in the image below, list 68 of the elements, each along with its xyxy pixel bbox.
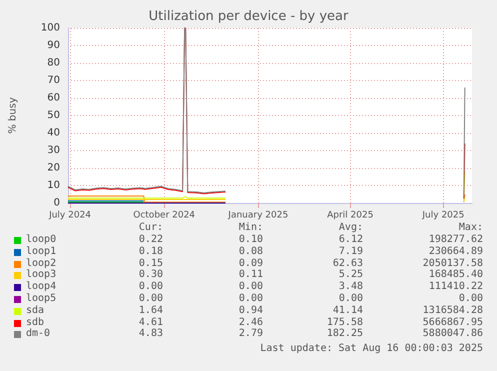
text: Max:: [458, 222, 483, 233]
text: 0.30: [138, 269, 163, 280]
text: 0.15: [138, 258, 163, 269]
y-tick-label: 30: [47, 145, 60, 156]
text: 62.63: [332, 258, 363, 269]
text: 175.58: [326, 316, 363, 328]
legend-label: sda: [26, 304, 44, 316]
text: 0.00: [138, 293, 163, 304]
y-tick-label: 50: [47, 110, 60, 121]
legend-label: loop5: [26, 293, 56, 304]
text: 5666867.95: [422, 316, 483, 328]
text: 0.00: [338, 293, 363, 304]
x-tick-label: July 2024: [48, 210, 92, 220]
text: 41.14: [332, 304, 363, 316]
legend-label: loop4: [26, 281, 56, 292]
x-tick-label: October 2024: [133, 210, 196, 220]
text: 0.00: [238, 293, 263, 304]
y-tick-label: 90: [47, 40, 60, 51]
y-axis-title: % busy: [8, 97, 18, 134]
text: 168485.40: [428, 269, 483, 280]
text: 5.25: [338, 269, 363, 280]
y-tick-label: 10: [47, 180, 60, 191]
legend-label: loop3: [26, 269, 56, 280]
text: 1.64: [138, 304, 163, 316]
text: 0.00: [458, 293, 483, 304]
y-tick-label: 80: [47, 58, 60, 68]
text: 5880047.86: [422, 328, 483, 340]
text: Avg:: [338, 222, 363, 233]
legend-label: loop1: [26, 246, 56, 257]
text: 0.00: [138, 281, 163, 292]
text: 1316584.28: [422, 304, 483, 316]
y-tick-label: 0: [54, 198, 60, 208]
x-tick-label: April 2025: [327, 210, 374, 220]
text: 111410.22: [428, 281, 483, 292]
text: 6.12: [338, 234, 363, 245]
text: 0.10: [238, 234, 263, 245]
text: 198277.62: [428, 234, 483, 245]
text: 0.09: [238, 258, 263, 269]
y-tick-label: 100: [40, 22, 60, 34]
x-tick-label: July 2025: [421, 210, 464, 220]
y-tick-label: 70: [47, 75, 60, 86]
text: 0.22: [138, 234, 163, 245]
chart-title: Utilization per device - by year: [148, 9, 350, 24]
text: 4.83: [138, 328, 163, 340]
legend-label: sdb: [26, 316, 44, 328]
text: 2050137.58: [422, 258, 483, 269]
text: 230664.89: [428, 246, 483, 257]
text: 2.46: [238, 316, 263, 328]
text: Last update: Sat Aug 16 00:00:03 2025: [260, 343, 483, 354]
legend-label: loop0: [26, 234, 56, 245]
text: Cur:: [138, 222, 163, 233]
y-tick-label: 60: [47, 92, 60, 104]
text: 0.18: [138, 246, 163, 257]
text: Min:: [238, 222, 263, 233]
text: 0.94: [238, 304, 263, 316]
text: 0.00: [238, 281, 263, 292]
text: 2.79: [238, 328, 263, 340]
text: 0.08: [238, 246, 263, 257]
text: 0.11: [238, 269, 263, 280]
legend-label: loop2: [26, 258, 56, 269]
text: 182.25: [326, 328, 363, 340]
text: 7.19: [338, 246, 363, 257]
y-tick-label: 40: [47, 128, 60, 138]
x-tick-label: January 2025: [227, 210, 288, 220]
text: 3.48: [338, 281, 363, 292]
legend-label: dm-0: [26, 328, 50, 340]
text: 4.61: [138, 316, 163, 328]
y-tick-label: 20: [47, 162, 60, 174]
